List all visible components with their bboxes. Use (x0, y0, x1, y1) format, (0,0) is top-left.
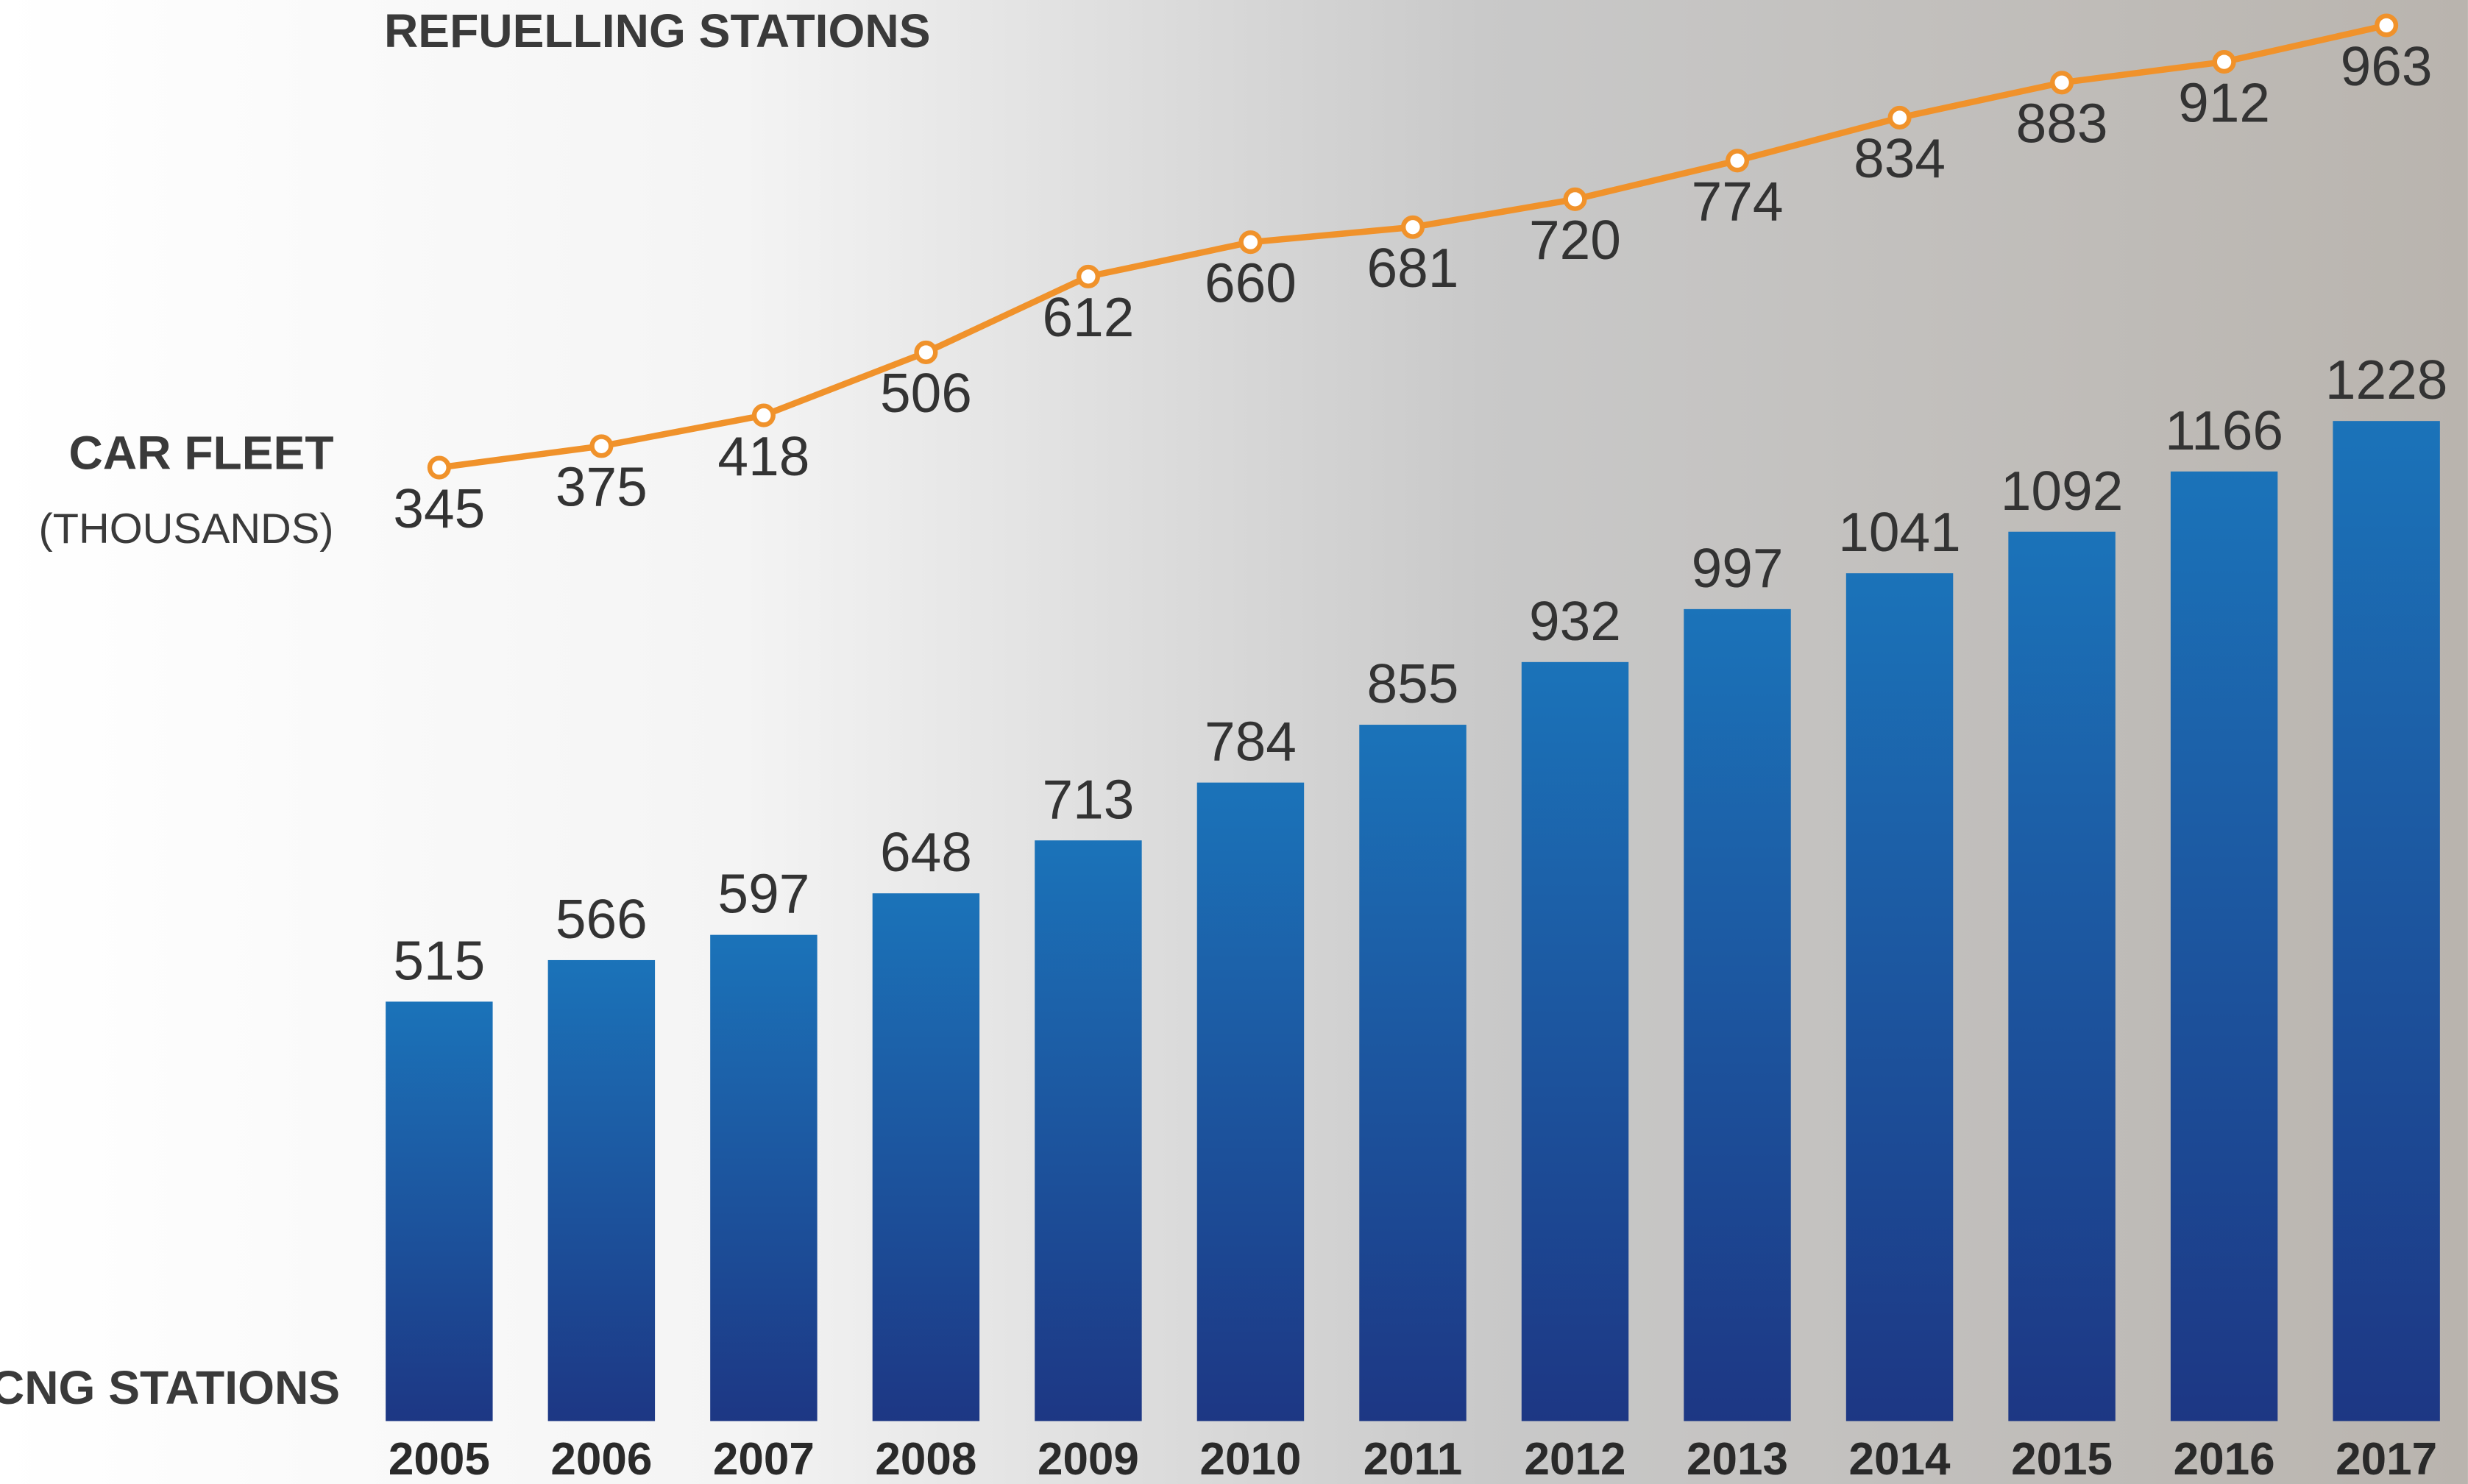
bar (1521, 661, 1629, 1421)
bar (1359, 725, 1467, 1421)
bar-value-label: 997 (1692, 537, 1784, 599)
x-tick-label: 2010 (1199, 1434, 1301, 1484)
bar-series-name: CNG STATIONS (0, 1361, 340, 1414)
line-marker (2212, 50, 2236, 74)
line-marker (589, 434, 614, 458)
x-tick-label: 2013 (1687, 1434, 1788, 1484)
bar (2008, 531, 2116, 1421)
bar (547, 959, 656, 1421)
line-value-label: 912 (2178, 71, 2270, 133)
x-tick-label: 2005 (389, 1434, 490, 1484)
line-marker (914, 340, 938, 364)
bar-value-label: 1092 (2001, 460, 2124, 522)
line-value-label: 883 (2016, 93, 2108, 155)
line-value-label: 681 (1367, 237, 1459, 299)
line-marker (1400, 215, 1425, 239)
bar-value-label: 1228 (2325, 349, 2448, 411)
line-value-label: 506 (880, 362, 972, 424)
line-marker (1725, 149, 1750, 173)
bar-value-label: 855 (1367, 653, 1459, 714)
x-tick-label: 2014 (1849, 1434, 1951, 1484)
x-tick-label: 2008 (875, 1434, 976, 1484)
line-value-label: 660 (1205, 252, 1297, 313)
line-series-name: CAR FLEET (69, 426, 334, 479)
bar (872, 893, 980, 1421)
bar (710, 934, 818, 1421)
bar-value-label: 784 (1205, 711, 1297, 773)
line-marker (1076, 264, 1100, 288)
bar-value-label: 515 (393, 929, 485, 991)
plot: 2005 2006 2007 2008 2009 2010 2011 2012 2013 2014… (386, 13, 2448, 1484)
x-tick-label: 2017 (2336, 1434, 2437, 1484)
bar-value-label: 713 (1042, 768, 1134, 830)
line-value-label: 345 (393, 477, 485, 539)
bar-value-label: 566 (556, 888, 648, 950)
line-value-label: 612 (1042, 286, 1134, 348)
line-marker (2050, 71, 2074, 95)
bar-value-label: 1041 (1838, 501, 1961, 563)
bar (1035, 840, 1142, 1421)
line-value-label: 375 (556, 456, 648, 518)
line-value-label: 834 (1854, 127, 1946, 189)
bar (386, 1001, 493, 1421)
line-marker (751, 403, 776, 427)
line-value-label: 418 (717, 425, 809, 487)
line-marker (1887, 105, 1912, 129)
bar-value-label: 932 (1529, 590, 1621, 652)
bar (2170, 471, 2278, 1421)
x-tick-label: 2012 (1525, 1434, 1626, 1484)
line-marker (2375, 13, 2399, 38)
line-marker (1563, 187, 1587, 211)
x-tick-label: 2016 (2174, 1434, 2275, 1484)
bar-value-label: 597 (717, 863, 809, 925)
bar-value-label: 648 (880, 821, 972, 883)
x-tick-label: 2011 (1364, 1434, 1463, 1484)
x-tick-label: 2007 (713, 1434, 815, 1484)
line-value-label: 720 (1529, 209, 1621, 271)
bar (2333, 421, 2440, 1421)
line-series-subtitle: (THOUSANDS) (38, 505, 333, 553)
line-value-label: 774 (1692, 171, 1784, 232)
line-value-label: 963 (2341, 35, 2433, 97)
x-tick-label: 2006 (550, 1434, 652, 1484)
line-marker (427, 455, 451, 480)
x-tick-label: 2009 (1038, 1434, 1139, 1484)
chart-title: REFUELLING STATIONS (384, 4, 931, 57)
bar-value-label: 1166 (2165, 400, 2283, 461)
line-marker (1238, 230, 1263, 255)
bar (1196, 782, 1305, 1421)
bar (1845, 573, 1954, 1421)
x-tick-label: 2015 (2011, 1434, 2113, 1484)
bar (1684, 608, 1791, 1421)
